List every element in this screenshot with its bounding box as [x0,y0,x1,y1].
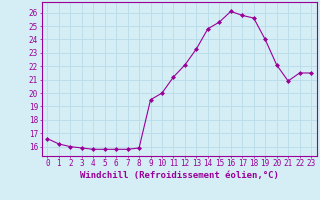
X-axis label: Windchill (Refroidissement éolien,°C): Windchill (Refroidissement éolien,°C) [80,171,279,180]
